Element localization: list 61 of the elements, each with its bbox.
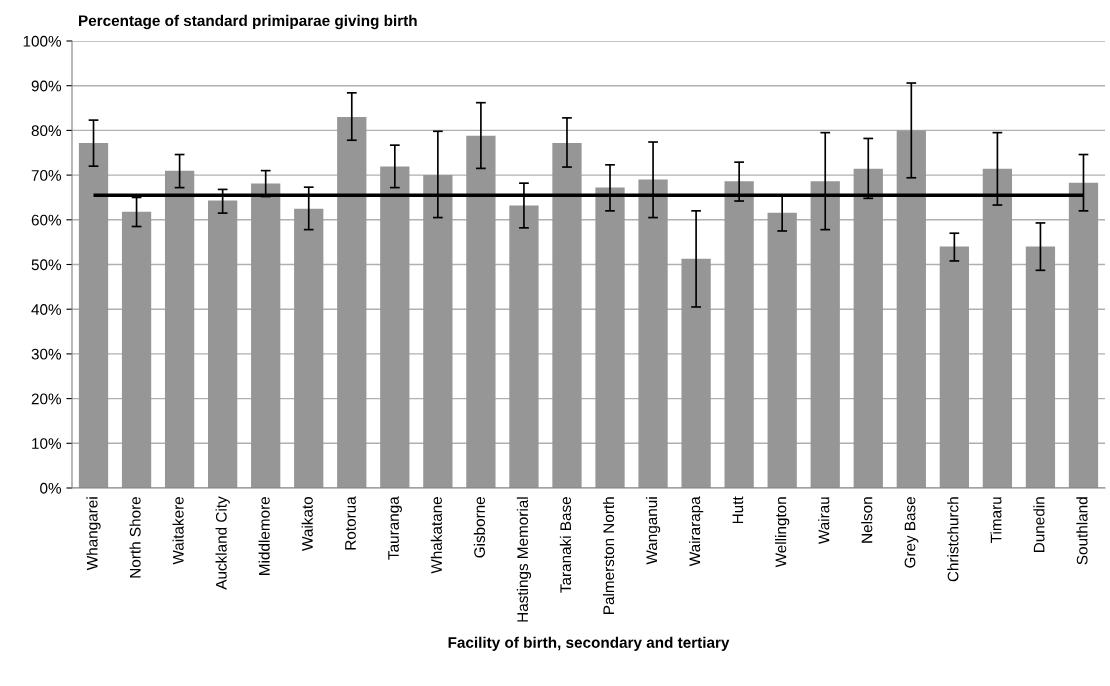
bar: [509, 205, 539, 488]
bar: [552, 142, 582, 488]
bar: [251, 183, 281, 488]
y-tick-label: 30%: [31, 348, 62, 360]
x-tick-label: Hutt: [732, 496, 744, 524]
bar: [853, 168, 883, 488]
x-tick-label: Wellington: [775, 497, 790, 568]
bar: [380, 166, 410, 488]
bar: [724, 181, 754, 488]
bar: [1068, 182, 1099, 488]
x-tick-label: Whakatane: [430, 497, 442, 574]
x-tick-label: Nelson: [861, 497, 873, 543]
y-tick-label: 70%: [31, 169, 62, 181]
chart-title: Percentage of standard primiparae giving birth: [79, 14, 417, 30]
bar: [982, 168, 1013, 488]
y-tick-label: 60%: [31, 214, 62, 226]
x-tick-label: Wairarapa: [688, 496, 704, 567]
bar: [595, 187, 625, 488]
x-tick-label: Middlemore: [258, 497, 270, 575]
bar: [681, 258, 711, 488]
bar: [466, 135, 496, 488]
bar: [939, 246, 969, 488]
y-tick-label: 0%: [40, 482, 62, 494]
bar: [208, 200, 238, 488]
x-tick-label: Waikato: [301, 496, 313, 551]
bar: [767, 212, 797, 488]
y-tick-label: 100%: [23, 35, 62, 47]
bar: [638, 179, 668, 488]
x-tick-label: Palmerston North: [602, 497, 615, 614]
x-tick-label: Auckland City: [215, 496, 230, 590]
x-tick-label: Tauranga: [388, 496, 402, 560]
y-tick-label: 80%: [31, 125, 62, 137]
x-tick-label: Rotorua: [345, 496, 356, 550]
bar: [121, 211, 152, 488]
bar: [294, 208, 324, 488]
x-tick-label: Grey Base: [904, 497, 919, 568]
y-tick-label: 10%: [32, 438, 62, 449]
x-tick-label: Whangarei: [86, 497, 101, 571]
x-tick-label: Gisborne: [473, 497, 485, 558]
x-tick-label: Wanganui: [645, 497, 661, 565]
y-tick-label: 90%: [31, 80, 62, 92]
bar: [1025, 246, 1056, 488]
y-tick-label: 40%: [31, 304, 62, 315]
x-tick-label: Timaru: [990, 497, 1002, 543]
x-tick-label: Waitakere: [172, 497, 184, 565]
y-tick-label: 50%: [31, 259, 62, 271]
bar: [423, 175, 453, 488]
y-tick-label: 20%: [31, 393, 62, 405]
bar: [337, 116, 367, 488]
x-tick-label: Taranaki Base: [559, 497, 572, 593]
x-axis-title: Facility of birth, secondary and tertiary: [448, 636, 730, 651]
x-tick-label: Christchurch: [947, 497, 959, 582]
x-tick-label: North Shore: [129, 497, 141, 578]
bar: [164, 170, 195, 488]
x-tick-label: Dunedin: [1033, 497, 1045, 552]
x-tick-label: Southland: [1076, 497, 1088, 565]
bar: [896, 130, 926, 488]
bar: [78, 142, 109, 488]
bar: [810, 181, 840, 488]
x-tick-label: Wairau: [818, 497, 830, 545]
x-tick-label: Hastings Memorial: [516, 497, 532, 622]
